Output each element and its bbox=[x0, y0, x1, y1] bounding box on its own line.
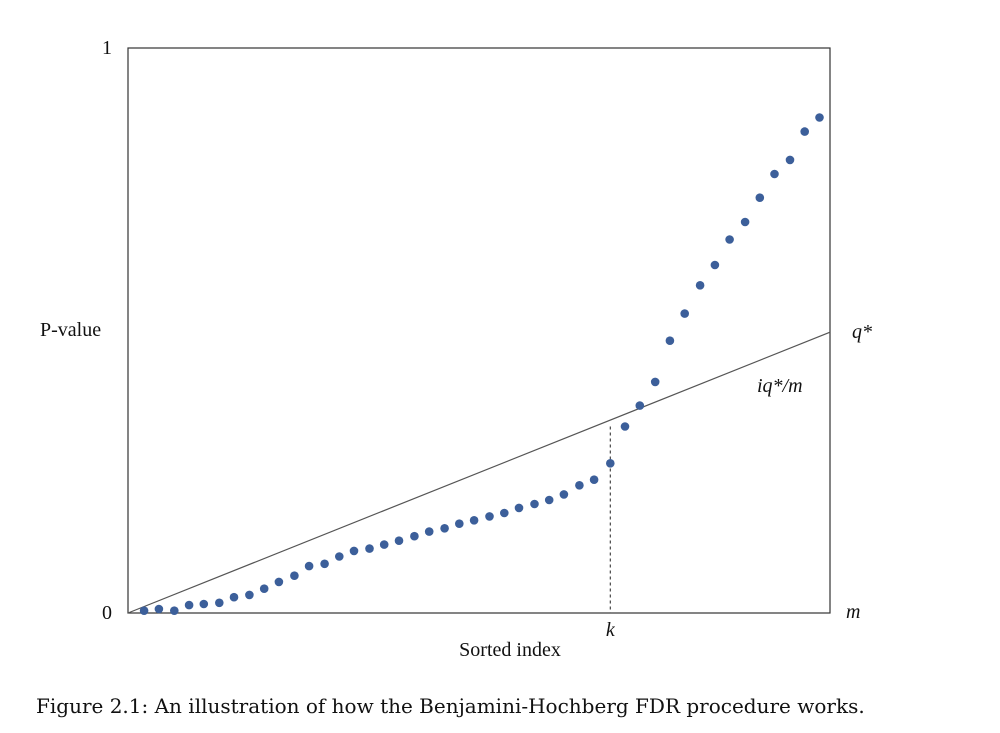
data-point bbox=[665, 336, 675, 346]
data-points bbox=[139, 113, 824, 615]
data-point bbox=[215, 598, 224, 608]
data-point bbox=[485, 512, 494, 521]
data-point bbox=[606, 459, 615, 468]
data-point bbox=[635, 401, 645, 410]
data-point bbox=[199, 599, 209, 609]
x-end-label-m: m bbox=[846, 601, 860, 623]
data-point bbox=[394, 536, 404, 545]
data-point bbox=[575, 481, 584, 490]
data-point bbox=[184, 600, 194, 610]
fdr-chart: 1 0 P-value Sorted index m k iq*/m q* bbox=[40, 37, 872, 661]
x-axis-label: Sorted index bbox=[459, 639, 561, 661]
data-point bbox=[424, 527, 434, 536]
data-point bbox=[245, 590, 254, 600]
y-tick-1: 1 bbox=[102, 37, 112, 59]
data-point bbox=[455, 519, 464, 528]
data-point bbox=[365, 544, 374, 553]
data-point bbox=[620, 422, 630, 431]
data-point bbox=[770, 169, 779, 179]
data-point bbox=[170, 606, 179, 615]
data-point bbox=[589, 475, 599, 485]
data-point bbox=[349, 546, 359, 556]
data-point bbox=[785, 155, 795, 165]
data-point bbox=[650, 377, 660, 387]
data-point bbox=[815, 113, 824, 122]
data-point bbox=[320, 559, 329, 569]
data-point bbox=[755, 193, 765, 202]
data-point bbox=[259, 584, 269, 593]
data-point bbox=[800, 127, 809, 136]
data-point bbox=[139, 606, 149, 615]
y-tick-0: 0 bbox=[102, 602, 112, 624]
data-point bbox=[695, 281, 705, 290]
data-point bbox=[740, 217, 750, 227]
data-point bbox=[680, 309, 689, 318]
data-point bbox=[530, 499, 539, 509]
data-point bbox=[274, 577, 284, 587]
data-point bbox=[290, 571, 299, 580]
data-point bbox=[710, 260, 720, 270]
data-point bbox=[335, 552, 344, 561]
threshold-end-label-q: q* bbox=[852, 321, 872, 343]
k-label: k bbox=[606, 619, 616, 641]
data-point bbox=[544, 495, 554, 505]
data-point bbox=[304, 561, 314, 571]
data-point bbox=[410, 531, 419, 541]
data-point bbox=[559, 490, 569, 499]
data-point bbox=[514, 503, 524, 513]
figure-caption: Figure 2.1: An illustration of how the B… bbox=[36, 694, 865, 718]
data-point bbox=[229, 592, 239, 602]
threshold-line-label: iq*/m bbox=[757, 375, 803, 397]
data-point bbox=[500, 508, 509, 518]
plot-frame bbox=[127, 47, 831, 614]
data-point bbox=[469, 516, 479, 525]
data-point bbox=[379, 540, 389, 549]
threshold-line bbox=[127, 331, 831, 614]
data-point bbox=[440, 524, 449, 533]
y-axis-label: P-value bbox=[40, 319, 101, 341]
data-point bbox=[725, 235, 734, 244]
data-point bbox=[154, 604, 164, 614]
